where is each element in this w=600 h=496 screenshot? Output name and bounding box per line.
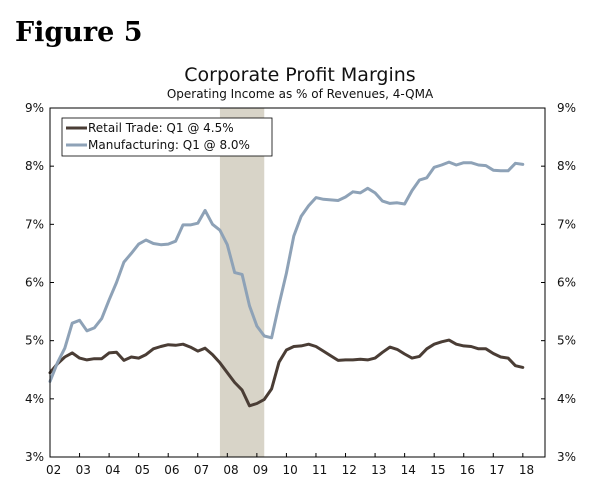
x-tick-label: 18 (519, 463, 534, 477)
x-tick-label: 17 (489, 463, 504, 477)
recession-band (219, 108, 265, 457)
y-tick-label-left: 8% (25, 159, 44, 173)
legend-label-manufacturing: Manufacturing: Q1 @ 8.0% (88, 138, 250, 152)
y-tick-label-right: 3% (557, 450, 576, 464)
x-tick-label: 04 (105, 463, 120, 477)
y-tick-label-right: 4% (557, 392, 576, 406)
x-tick-label: 02 (46, 463, 61, 477)
legend: Retail Trade: Q1 @ 4.5% Manufacturing: Q… (61, 117, 273, 157)
figure-label: Figure 5 (15, 17, 143, 48)
legend-label-retail: Retail Trade: Q1 @ 4.5% (88, 121, 234, 135)
y-tick-label-left: 3% (25, 450, 44, 464)
retail-trade-line (48, 338, 525, 408)
manufacturing-line (48, 160, 525, 383)
x-tick-label: 12 (342, 463, 357, 477)
x-tick-label: 13 (371, 463, 386, 477)
x-tick-label: 06 (164, 463, 179, 477)
y-tick-label-right: 6% (557, 276, 576, 290)
y-tick-label-left: 6% (25, 276, 44, 290)
x-tick-label: 05 (135, 463, 150, 477)
y-tick-label-left: 4% (25, 392, 44, 406)
y-tick-label-left: 9% (25, 101, 44, 115)
x-tick-label: 09 (253, 463, 268, 477)
y-tick-label-right: 9% (557, 101, 576, 115)
x-tick-label: 07 (194, 463, 209, 477)
plot-frame (49, 107, 546, 458)
x-tick-label: 11 (312, 463, 327, 477)
y-tick-label-left: 5% (25, 334, 44, 348)
chart-subtitle: Operating Income as % of Revenues, 4-QMA (167, 87, 434, 101)
chart-title: Corporate Profit Margins (184, 64, 415, 86)
x-tick-label: 14 (401, 463, 416, 477)
legend-box (61, 117, 273, 157)
y-tick-label-right: 7% (557, 217, 576, 231)
x-tick-label: 16 (460, 463, 475, 477)
x-tick-label: 03 (76, 463, 91, 477)
y-tick-label-left: 7% (25, 217, 44, 231)
y-tick-label-right: 8% (557, 159, 576, 173)
y-tick-label-right: 5% (557, 334, 576, 348)
x-tick-label: 15 (430, 463, 445, 477)
x-tick-label: 10 (282, 463, 297, 477)
x-tick-label: 08 (223, 463, 238, 477)
